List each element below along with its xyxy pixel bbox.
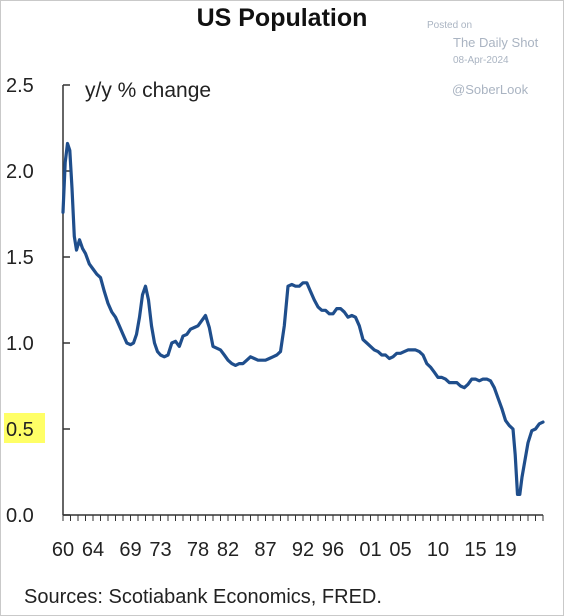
y-tick-label: 0.0 — [6, 505, 34, 527]
x-tick-label: 92 — [292, 539, 314, 561]
x-tick-label: 01 — [359, 539, 381, 561]
x-tick-label: 60 — [52, 539, 74, 561]
x-tick-label: 19 — [494, 539, 516, 561]
x-tick-label: 87 — [254, 539, 276, 561]
x-tick-label: 82 — [217, 539, 239, 561]
x-tick-label: 73 — [149, 539, 171, 561]
x-tick-label: 78 — [187, 539, 209, 561]
watermark-handle: @SoberLook — [452, 82, 529, 97]
y-tick-label: 1.0 — [6, 333, 34, 355]
y-tick-label: 2.5 — [6, 75, 34, 97]
y-tick-highlight — [4, 413, 45, 443]
x-tick-label: 69 — [119, 539, 141, 561]
watermark-date: 08-Apr-2024 — [453, 55, 509, 66]
chart-title: US Population — [196, 4, 368, 32]
x-tick-label: 15 — [464, 539, 486, 561]
series-line-population — [61, 141, 545, 496]
watermark-posted: Posted on — [427, 20, 473, 31]
x-tick-label: 05 — [389, 539, 411, 561]
y-tick-label: 1.5 — [6, 247, 34, 269]
x-tick-label: 64 — [82, 539, 104, 561]
source-note: Sources: Scotiabank Economics, FRED. — [24, 586, 382, 608]
y-tick-label: 0.5 — [6, 419, 34, 441]
x-tick-label: 96 — [322, 539, 344, 561]
x-tick-label: 10 — [427, 539, 449, 561]
y-axis-label: y/y % change — [85, 79, 211, 102]
watermark-site: The Daily Shot — [453, 35, 539, 50]
y-tick-label: 2.0 — [6, 161, 34, 183]
